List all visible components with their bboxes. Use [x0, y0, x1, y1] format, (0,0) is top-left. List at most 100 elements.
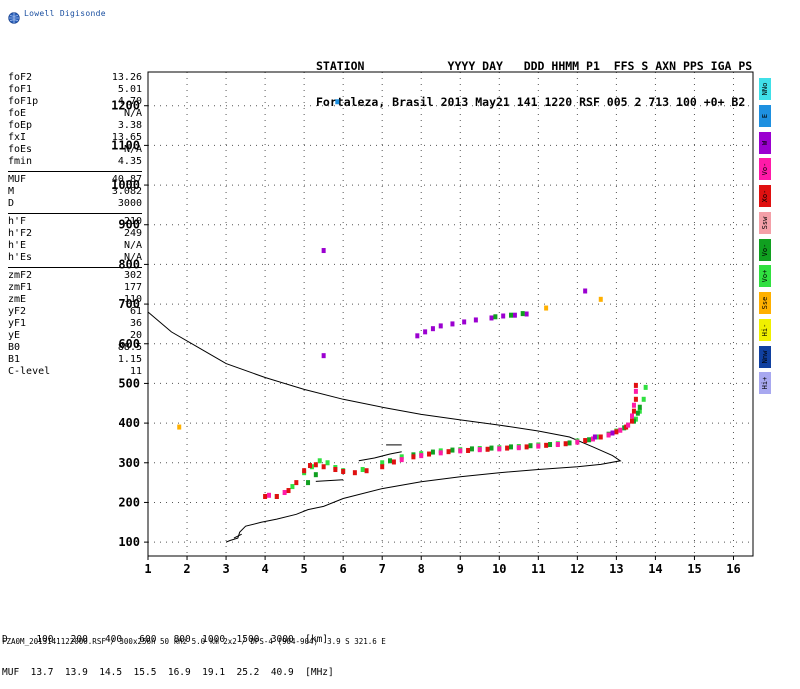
echo-point [446, 449, 451, 455]
parameter-name: fmin [8, 156, 33, 167]
legend-label: Nnw [761, 350, 769, 363]
echo-point [380, 464, 385, 470]
echo-point [399, 457, 404, 463]
echo-point [450, 447, 455, 453]
parameter-row: C-level 11 [8, 366, 142, 378]
echo-point [631, 402, 636, 408]
parameter-name: h'F [8, 216, 27, 227]
echo-point [477, 447, 482, 453]
echo-point [352, 470, 357, 476]
echo-point [360, 467, 365, 473]
parameter-name: yF1 [8, 318, 27, 329]
legend-label: Hi- [761, 323, 769, 337]
echo-point [177, 424, 182, 430]
echo-point [610, 430, 615, 436]
parameter-row: M 3.082 [8, 186, 142, 198]
plot-frame [147, 71, 754, 557]
echo-point [524, 311, 529, 317]
parameter-name: zmF2 [8, 270, 33, 281]
echo-point [509, 444, 513, 450]
parameter-row: fxI 13.65 [8, 132, 142, 144]
x-tick-label: 14 [648, 562, 662, 576]
echo-point [635, 410, 640, 416]
x-tick-label: 4 [261, 562, 268, 576]
parameter-name: MUF [8, 174, 27, 185]
y-tick-label: 500 [118, 376, 140, 390]
trace-line [358, 451, 402, 462]
trace-line [147, 311, 622, 543]
parameter-name: h'Es [8, 252, 33, 263]
parameter-row: D 3000 [8, 198, 142, 210]
parameter-row: B0 88.5 [8, 342, 142, 354]
y-tick-label: 1000 [111, 178, 140, 192]
echo-point [606, 432, 611, 438]
parameter-row: foE N/A [8, 108, 142, 120]
echo-point [430, 326, 435, 332]
echo-point [430, 449, 435, 455]
parameter-value: 4.70 [117, 96, 142, 107]
y-tick-label: 600 [118, 337, 140, 351]
parameter-row: fmin 4.35 [8, 156, 142, 168]
echo-point [567, 440, 572, 446]
echo-point [364, 468, 369, 474]
echo-point [450, 321, 455, 327]
parameter-value: 210 [123, 216, 142, 227]
parameter-name: D [8, 198, 15, 209]
legend-swatch: NNo [759, 78, 771, 100]
echo-point [415, 333, 420, 339]
echo-point [438, 323, 443, 329]
parameter-row: h'F 210 [8, 216, 142, 228]
parameter-name: foEp [8, 120, 33, 131]
parameter-name: zmF1 [8, 282, 33, 293]
legend-swatch: Sse [759, 292, 771, 314]
legend-swatch: W [759, 131, 771, 154]
trace-line [315, 479, 344, 482]
y-tick-label: 1200 [111, 99, 140, 113]
echo-point [587, 437, 592, 443]
parameter-value: 4.35 [117, 156, 142, 167]
parameter-value: 177 [123, 282, 142, 293]
parameter-row: zmE 110 [8, 294, 142, 306]
parameter-name: h'E [8, 240, 27, 251]
parameter-row: yF2 61 [8, 306, 142, 318]
parameter-value: 88.5 [117, 342, 142, 353]
echo-point [633, 382, 638, 388]
echo-point [462, 319, 467, 325]
echo-point [575, 439, 580, 445]
parameter-value: 1.15 [117, 354, 142, 365]
y-tick-label: 100 [118, 535, 140, 549]
echo-point [485, 446, 490, 452]
x-tick-label: 9 [457, 562, 464, 576]
echo-point [489, 445, 494, 451]
parameter-name: foF2 [8, 72, 33, 83]
echo-point [267, 492, 271, 498]
echo-point [643, 384, 648, 390]
parameter-name: B1 [8, 354, 21, 365]
echo-point [497, 446, 502, 452]
parameter-name: C-level [8, 366, 51, 377]
legend-label: Sse [761, 296, 769, 310]
brand-text: Lowell Digisonde [24, 8, 106, 18]
legend-label: Vo- [761, 243, 769, 256]
echo-point [633, 388, 638, 394]
parameter-value: N/A [123, 144, 142, 155]
legend-label: Vo+ [761, 269, 769, 283]
echo-point [313, 472, 318, 478]
parameter-value: 13.65 [111, 132, 142, 143]
legend-swatch: E [759, 104, 771, 127]
legend-swatch: Vo- [759, 158, 771, 181]
x-tick-label: 8 [418, 562, 425, 576]
parameter-row: h'F2 249 [8, 228, 142, 240]
parameter-panel: foF2 13.26 foF1 5.01 foF1p 4.70 foE N/A foEp 3.38… [8, 72, 142, 378]
globe-icon [8, 12, 20, 24]
echo-point [630, 413, 634, 419]
parameter-row: foEs N/A [8, 144, 142, 156]
echo-point [501, 313, 506, 319]
x-tick-label: 6 [340, 562, 347, 576]
x-tick-label: 3 [222, 562, 229, 576]
echo-point [598, 296, 603, 302]
echo-point [306, 480, 311, 486]
echo-point [294, 480, 299, 486]
echo-point [630, 418, 634, 424]
parameter-value: 5.01 [117, 84, 142, 95]
